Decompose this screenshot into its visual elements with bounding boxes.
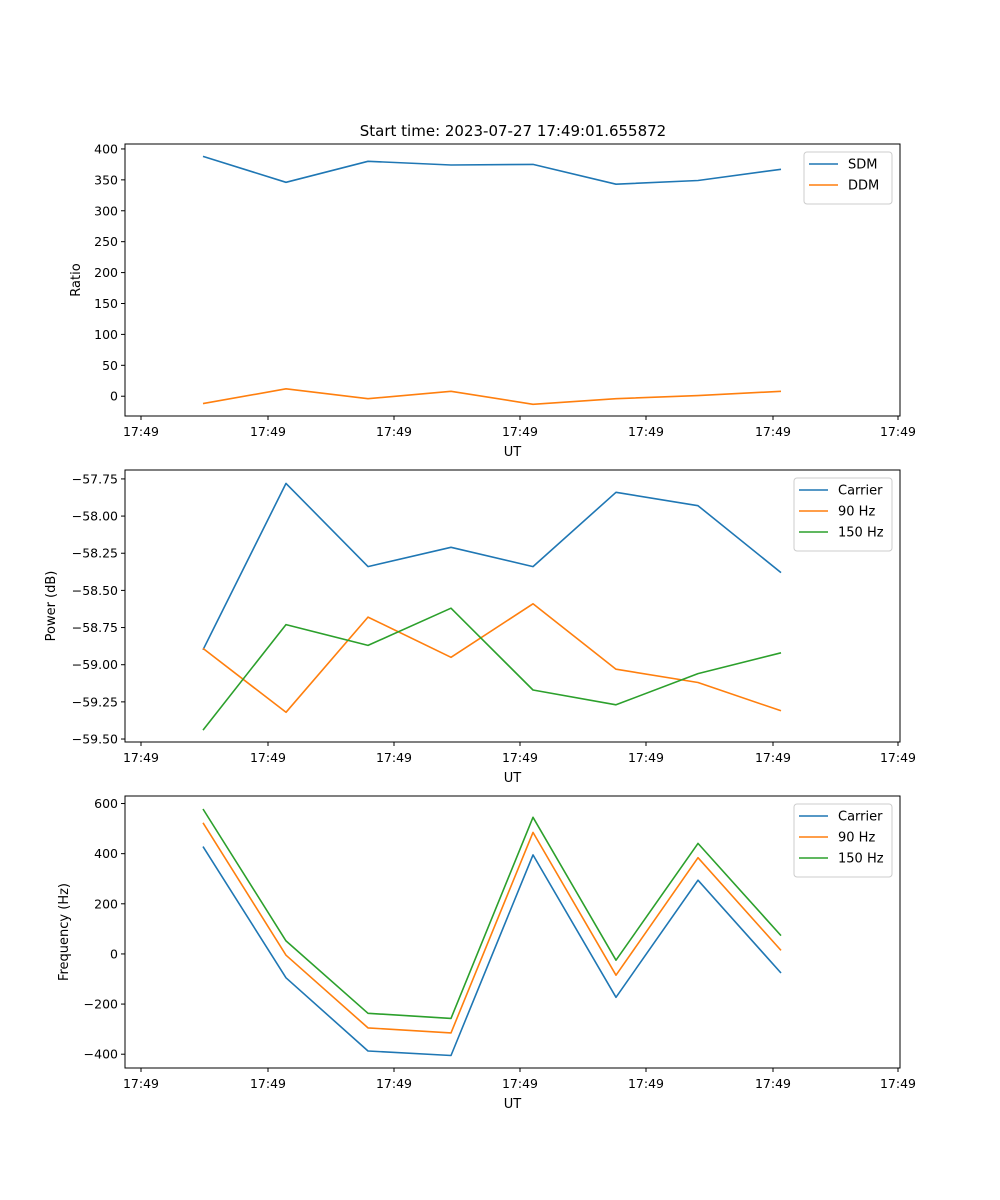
y-axis-label: Frequency (Hz) (57, 883, 72, 981)
x-tick-label: 17:49 (628, 750, 664, 765)
legend-label: 150 Hz (838, 526, 884, 541)
y-tick-label: 350 (94, 172, 118, 187)
y-tick-label: −58.50 (72, 583, 118, 598)
y-tick-label: −58.75 (72, 620, 118, 635)
x-tick-label: 17:49 (250, 1076, 286, 1091)
legend: Carrier 90 Hz 150 Hz (793, 803, 893, 878)
x-tick-label: 17:49 (755, 1076, 791, 1091)
x-tick-label: 17:49 (250, 424, 286, 439)
y-tick-label: 100 (94, 327, 118, 342)
y-tick-label: −200 (84, 997, 118, 1012)
y-tick-label: −59.50 (72, 732, 118, 747)
series-line-90-hz (202, 822, 782, 1034)
legend-label: DDM (848, 179, 879, 194)
y-tick-label: −58.25 (72, 546, 118, 561)
y-tick-label: 250 (94, 234, 118, 249)
legend-label: SDM (848, 158, 877, 173)
x-tick-label: 17:49 (755, 424, 791, 439)
y-tick-label: −58.00 (72, 509, 118, 524)
y-tick-label: 600 (94, 796, 118, 811)
axes-frame (124, 143, 901, 417)
y-tick-label: 400 (94, 846, 118, 861)
x-axis-label: UT (504, 1097, 522, 1112)
series-line-ddm (202, 387, 782, 406)
legend-label: Carrier (838, 484, 883, 499)
legend-label: Carrier (838, 810, 883, 825)
series-line-150-hz (202, 607, 782, 731)
y-axis-label: Power (dB) (44, 571, 59, 642)
frequency-panel: −400 −200 0 200 400 600 17:49 17:49 17:49 17:49 17… (57, 795, 916, 1112)
ratio-panel: 0 50 100 150 200 250 300 350 400 17:49 17:49 17:49 1… (69, 141, 916, 460)
y-tick-label: 50 (102, 358, 118, 373)
x-axis-label: UT (504, 771, 522, 786)
legend: Carrier 90 Hz 150 Hz (793, 477, 893, 552)
y-tick-label: −57.75 (72, 471, 118, 486)
y-tick-label: 200 (94, 896, 118, 911)
x-tick-label: 17:49 (123, 424, 159, 439)
axes-frame (124, 795, 901, 1069)
x-tick-label: 17:49 (123, 1076, 159, 1091)
x-tick-label: 17:49 (755, 750, 791, 765)
series-line-150-hz (202, 808, 782, 1020)
figure-title: Start time: 2023-07-27 17:49:01.655872 (360, 122, 666, 140)
series-line-carrier (202, 846, 782, 1057)
series-line-90-hz (202, 602, 782, 714)
x-tick-label: 17:49 (502, 1076, 538, 1091)
x-tick-label: 17:49 (880, 424, 916, 439)
x-tick-label: 17:49 (250, 750, 286, 765)
power-panel: −59.50 −59.25 −59.00 −58.75 −58.50 −58.25 −58.… (44, 469, 916, 786)
y-tick-label: 0 (110, 946, 118, 961)
x-tick-label: 17:49 (880, 750, 916, 765)
x-tick-label: 17:49 (123, 750, 159, 765)
x-axis-label: UT (504, 445, 522, 460)
y-tick-label: 150 (94, 296, 118, 311)
series-line-carrier (202, 482, 782, 651)
x-tick-label: 17:49 (376, 750, 412, 765)
y-tick-label: −59.00 (72, 657, 118, 672)
y-tick-label: 300 (94, 203, 118, 218)
legend-box (803, 151, 893, 205)
y-tick-label: 200 (94, 265, 118, 280)
x-tick-label: 17:49 (502, 424, 538, 439)
y-tick-label: −59.25 (72, 694, 118, 709)
series-line-sdm (202, 155, 782, 185)
legend-label: 90 Hz (838, 831, 875, 846)
legend-label: 150 Hz (838, 852, 884, 867)
y-axis-label: Ratio (69, 263, 84, 296)
x-tick-label: 17:49 (502, 750, 538, 765)
y-tick-label: −400 (84, 1047, 118, 1062)
legend-label: 90 Hz (838, 505, 875, 520)
axes-frame (124, 469, 901, 743)
x-tick-label: 17:49 (376, 424, 412, 439)
legend: SDM DDM (803, 151, 893, 205)
x-tick-label: 17:49 (628, 424, 664, 439)
x-tick-label: 17:49 (628, 1076, 664, 1091)
x-tick-label: 17:49 (880, 1076, 916, 1091)
y-tick-label: 0 (110, 389, 118, 404)
x-tick-label: 17:49 (376, 1076, 412, 1091)
y-tick-label: 400 (94, 141, 118, 156)
